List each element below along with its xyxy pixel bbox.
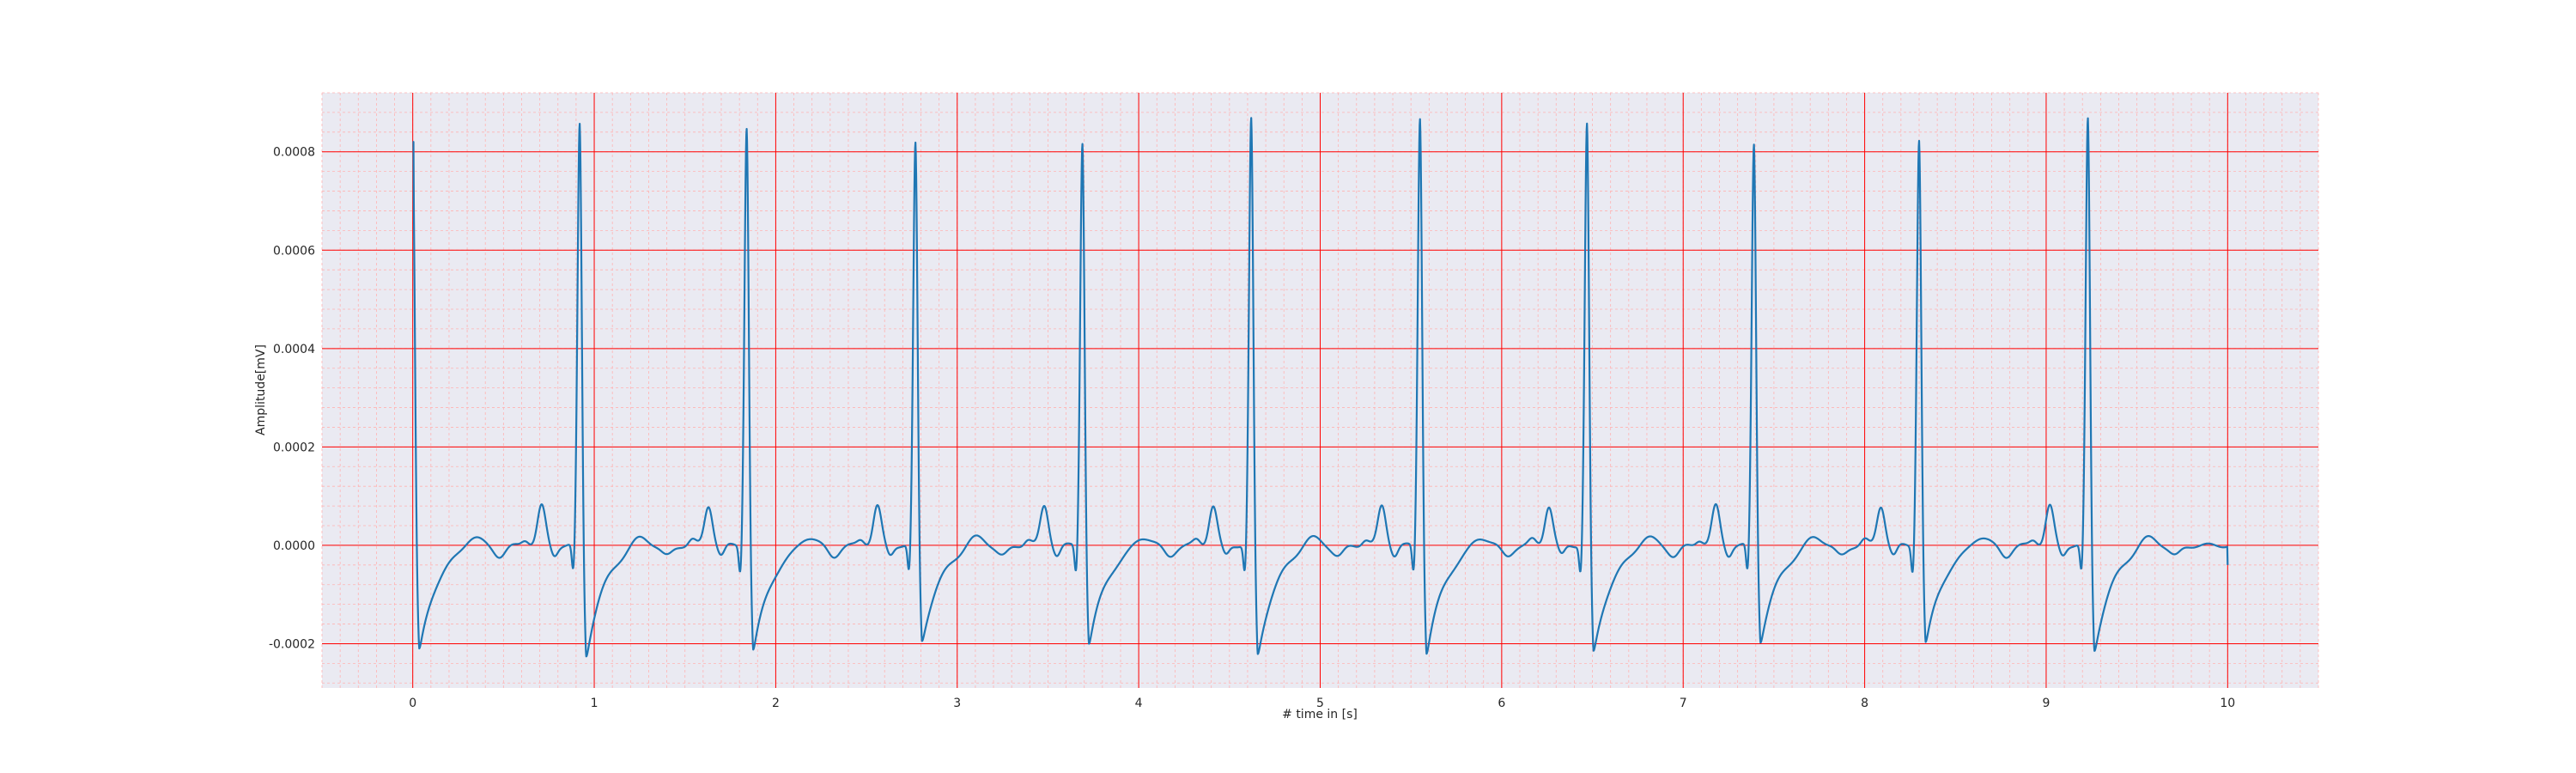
y-tick-label: 0.0002 [273, 441, 315, 454]
ecg-series-line [412, 117, 2229, 658]
x-tick-label: 2 [772, 697, 780, 710]
y-axis-ticks: -0.0002 0.0000 0.0002 0.0004 0.0006 0.0008 [269, 146, 315, 652]
y-tick-label: 0.0008 [273, 146, 315, 160]
y-tick-label: 0.0004 [273, 343, 315, 356]
x-tick-label: 0 [409, 697, 416, 710]
x-tick-label: 4 [1135, 697, 1143, 710]
x-tick-label: 1 [591, 697, 598, 710]
x-axis-label: # time in [s] [1282, 708, 1358, 721]
x-tick-label: 6 [1498, 697, 1505, 710]
y-tick-label: 0.0000 [273, 539, 315, 553]
x-tick-label: 10 [2220, 697, 2235, 710]
x-tick-label: 9 [2042, 697, 2050, 710]
x-tick-label: 7 [1680, 697, 1687, 710]
x-tick-label: 8 [1861, 697, 1868, 710]
y-tick-label: -0.0002 [269, 637, 315, 651]
y-axis-label: Amplitude[mV] [254, 344, 268, 435]
y-tick-label: 0.0006 [273, 244, 315, 258]
x-axis-ticks: 0 1 2 3 4 5 6 7 8 9 10 [409, 697, 2235, 710]
major-grid [322, 93, 2318, 688]
x-tick-label: 3 [953, 697, 961, 710]
series-group [412, 117, 2229, 658]
x-tick-label: 5 [1316, 697, 1324, 710]
